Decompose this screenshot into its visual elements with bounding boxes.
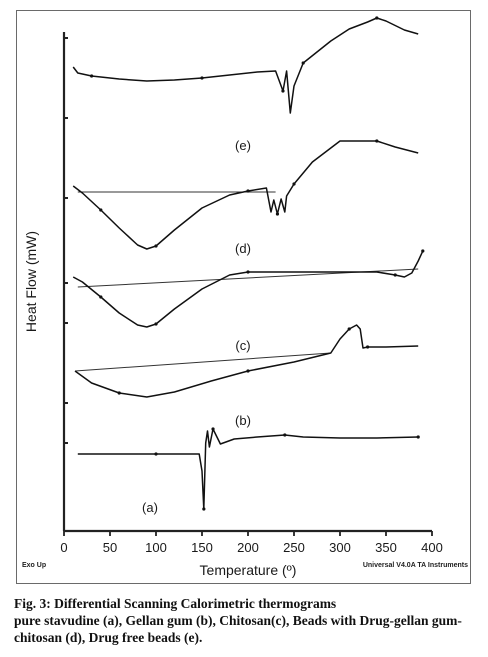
curve-point-c bbox=[393, 273, 397, 277]
x-tick-label: 300 bbox=[329, 540, 351, 555]
curve-point-e bbox=[301, 61, 305, 65]
exo-up-label: Exo Up bbox=[22, 562, 46, 569]
x-tick-label: 250 bbox=[283, 540, 305, 555]
figure-caption: Fig. 3: Differential Scanning Calorimetr… bbox=[14, 595, 484, 646]
curve-point-c bbox=[246, 270, 250, 274]
curve-label-c: (c) bbox=[235, 338, 250, 353]
curve-label-b: (b) bbox=[235, 413, 251, 428]
curve-point-d bbox=[246, 189, 250, 193]
curve-point-d bbox=[375, 139, 379, 143]
curve-point-a bbox=[211, 427, 215, 431]
curve-point-e bbox=[200, 76, 204, 80]
curve-point-d bbox=[154, 244, 158, 248]
thermogram-curve-d bbox=[72, 140, 419, 250]
thermogram-curve-a bbox=[77, 428, 419, 510]
x-tick-label: 350 bbox=[375, 540, 397, 555]
curve-point-a bbox=[202, 507, 206, 511]
x-tick-label: 0 bbox=[60, 540, 67, 555]
curve-point-b bbox=[117, 391, 121, 395]
curve-point-c bbox=[154, 322, 158, 326]
curve-label-a: (a) bbox=[142, 500, 158, 515]
curve-point-e bbox=[281, 89, 285, 93]
curve-point-e bbox=[90, 74, 94, 78]
curve-point-c bbox=[99, 295, 103, 299]
curve-point-b bbox=[366, 345, 370, 349]
thermogram-curve-e bbox=[72, 17, 419, 114]
dsc-thermogram-chart: 0 50 100 150 200 250 300 350 400 Temperature (º) H… bbox=[22, 16, 468, 578]
curve-point-e bbox=[375, 16, 379, 20]
instrument-label: Universal V4.0A TA Instruments bbox=[363, 562, 468, 569]
curve-point-a bbox=[154, 452, 158, 456]
caption-body: pure stavudine (a), Gellan gum (b), Chit… bbox=[14, 613, 462, 645]
y-axis-title: Heat Flow (mW) bbox=[23, 231, 39, 332]
caption-title: Differential Scanning Calorimetric therm… bbox=[54, 596, 337, 611]
thermogram-curve-c bbox=[72, 250, 424, 328]
x-tick-label: 150 bbox=[191, 540, 213, 555]
curve-point-b bbox=[246, 369, 250, 373]
curve-point-a bbox=[416, 435, 420, 439]
curve-point-c bbox=[421, 249, 425, 253]
curve-point-b bbox=[347, 327, 351, 331]
x-tick-label: 100 bbox=[145, 540, 167, 555]
x-tick-label: 50 bbox=[103, 540, 117, 555]
curve-point-d bbox=[292, 182, 296, 186]
curve-point-d bbox=[99, 208, 103, 212]
curve-point-d bbox=[275, 212, 280, 216]
baseline-segment bbox=[75, 352, 331, 372]
x-tick-label: 400 bbox=[421, 540, 443, 555]
thermogram-curve-b bbox=[74, 324, 419, 398]
curve-label-e: (e) bbox=[235, 138, 251, 153]
caption-label: Fig. 3: bbox=[14, 596, 51, 611]
x-axis-title: Temperature (º) bbox=[200, 562, 297, 578]
curve-label-d: (d) bbox=[235, 241, 251, 256]
figure-frame bbox=[16, 10, 471, 584]
x-tick-label: 200 bbox=[237, 540, 259, 555]
curve-point-a bbox=[283, 433, 287, 437]
